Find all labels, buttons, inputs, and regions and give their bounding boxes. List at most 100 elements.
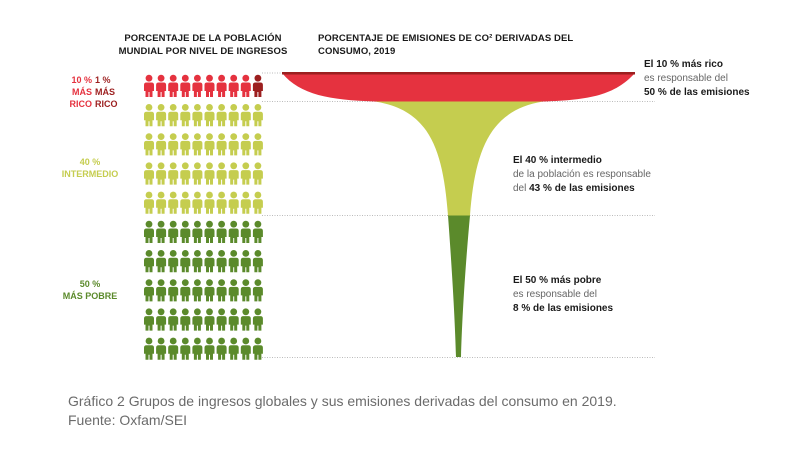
person-icon — [228, 337, 239, 360]
person-icon — [192, 74, 203, 97]
person-icon — [192, 337, 203, 360]
person-icon — [192, 308, 203, 331]
label-pct: 40 % — [79, 157, 101, 167]
person-icon — [252, 337, 263, 360]
person-icon — [240, 74, 251, 97]
person-icon — [216, 220, 227, 243]
person-icon — [216, 337, 227, 360]
note-poorest: El 50 % más pobre es responsable del 8 %… — [513, 274, 613, 316]
person-icon — [144, 74, 154, 97]
person-icon — [144, 308, 154, 331]
person-icon — [240, 220, 251, 243]
person-icon — [180, 308, 191, 331]
label-pct: 50 % — [79, 279, 101, 289]
person-icon — [144, 337, 154, 360]
label-name: MÁS RICO — [69, 87, 93, 109]
person-icon — [252, 104, 263, 127]
funnel-segment-poorest-50 — [448, 215, 470, 357]
person-icon — [204, 191, 215, 214]
person-icon — [204, 104, 215, 127]
person-icon — [204, 162, 215, 185]
person-icon — [252, 220, 263, 243]
caption-source: Fuente: Oxfam/SEI — [68, 412, 188, 428]
right-chart-title: PORCENTAJE DE EMISIONES DE CO² DERIVADAS… — [318, 33, 574, 57]
person-icon — [252, 74, 263, 97]
person-icon — [228, 74, 239, 97]
person-icon — [192, 162, 203, 185]
person-icon — [192, 220, 203, 243]
person-icon — [156, 104, 167, 127]
note-line: El 10 % más rico — [644, 59, 723, 70]
person-icon — [228, 279, 239, 302]
person-icon — [192, 279, 203, 302]
caption-title: Gráfico 2 Grupos de ingresos globales y … — [68, 393, 617, 409]
person-icon — [144, 279, 154, 302]
person-icon — [180, 337, 191, 360]
person-icon — [240, 133, 251, 156]
person-icon — [192, 104, 203, 127]
note-line: de la población es responsable — [513, 169, 651, 180]
note-line: 50 % de las emisiones — [644, 87, 750, 98]
note-line: es responsable del — [513, 289, 597, 300]
person-icon — [204, 220, 215, 243]
label-richest-10: 10 % MÁS RICO — [50, 74, 93, 110]
person-icon — [228, 220, 239, 243]
person-icon — [156, 279, 167, 302]
person-icon — [168, 279, 179, 302]
person-icon — [168, 308, 179, 331]
person-icon — [216, 279, 227, 302]
person-icon — [240, 250, 251, 273]
person-icon — [216, 308, 227, 331]
person-icon — [180, 279, 191, 302]
person-icon — [216, 74, 227, 97]
person-icon — [144, 162, 154, 185]
person-icon — [180, 220, 191, 243]
person-icon — [252, 191, 263, 214]
person-icon — [168, 133, 179, 156]
person-icon — [168, 191, 179, 214]
person-icon — [228, 133, 239, 156]
person-icon — [228, 162, 239, 185]
left-title-line1: PORCENTAJE DE LA POBLACIÓN — [124, 33, 282, 44]
funnel-segment-richest-10 — [282, 73, 635, 102]
funnel-segment-richest-1 — [282, 72, 635, 75]
person-icon — [156, 220, 167, 243]
person-icon — [192, 250, 203, 273]
person-icon — [168, 104, 179, 127]
person-icon — [216, 104, 227, 127]
person-icon — [240, 337, 251, 360]
person-icon — [240, 279, 251, 302]
person-icon — [216, 133, 227, 156]
person-icon — [240, 104, 251, 127]
left-title-line2: MUNDIAL POR NIVEL DE INGRESOS — [118, 46, 288, 57]
label-name: MÁS RICO — [95, 87, 118, 109]
note-line: 8 % de las emisiones — [513, 303, 614, 314]
person-icon — [156, 250, 167, 273]
note-line: 43 % de las emisiones — [529, 183, 635, 194]
label-poorest-50: 50 % MÁS POBRE — [60, 278, 120, 302]
person-icon — [252, 133, 263, 156]
note-line: El 50 % más pobre — [513, 275, 602, 286]
person-icon — [240, 162, 251, 185]
note-richest: El 10 % más rico es responsable del 50 %… — [644, 58, 750, 100]
person-icon — [240, 308, 251, 331]
person-icon — [240, 191, 251, 214]
person-icon — [204, 74, 215, 97]
caption: Gráfico 2 Grupos de ingresos globales y … — [68, 392, 617, 430]
funnel-segment-middle-40 — [375, 101, 543, 216]
person-icon — [180, 191, 191, 214]
person-icon — [180, 133, 191, 156]
person-icon — [216, 191, 227, 214]
person-icon — [144, 133, 154, 156]
person-icon — [228, 308, 239, 331]
person-icon — [180, 104, 191, 127]
person-icon — [204, 133, 215, 156]
person-icon — [252, 308, 263, 331]
person-icon — [156, 308, 167, 331]
label-middle-40: 40 % INTERMEDIO — [60, 156, 120, 180]
label-name: MÁS POBRE — [62, 291, 118, 301]
person-icon — [168, 250, 179, 273]
person-icon — [180, 162, 191, 185]
person-icon — [192, 191, 203, 214]
